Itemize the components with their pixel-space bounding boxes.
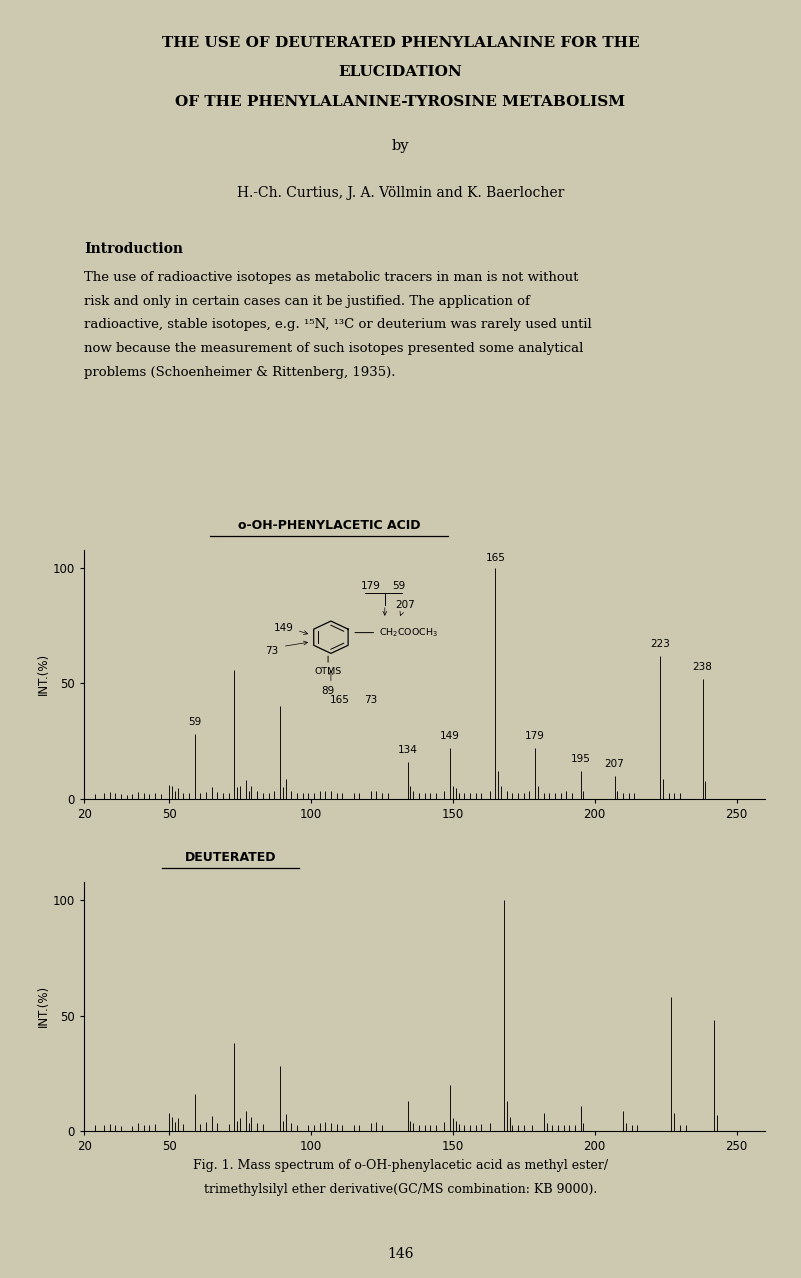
Text: Introduction: Introduction (84, 242, 183, 256)
Text: 89: 89 (321, 686, 335, 695)
Text: OF THE PHENYLALANINE-TYROSINE METABOLISM: OF THE PHENYLALANINE-TYROSINE METABOLISM (175, 95, 626, 109)
Text: problems (Schoenheimer & Rittenberg, 1935).: problems (Schoenheimer & Rittenberg, 193… (84, 366, 396, 378)
Text: trimethylsilyl ether derivative(GC/MS combination: KB 9000).: trimethylsilyl ether derivative(GC/MS co… (204, 1183, 597, 1196)
Text: 179: 179 (360, 581, 380, 590)
Text: 207: 207 (605, 759, 625, 769)
Text: 146: 146 (387, 1247, 414, 1261)
Text: 59: 59 (392, 581, 405, 590)
Text: H.-Ch. Curtius, J. A. Völlmin and K. Baerlocher: H.-Ch. Curtius, J. A. Völlmin and K. Bae… (237, 185, 564, 199)
Text: 149: 149 (274, 622, 294, 633)
Text: 223: 223 (650, 639, 670, 649)
Text: Fig. 1. Mass spectrum of o-OH-phenylacetic acid as methyl ester/: Fig. 1. Mass spectrum of o-OH-phenylacet… (193, 1159, 608, 1172)
Text: 149: 149 (440, 731, 460, 741)
Text: 134: 134 (397, 745, 417, 755)
Text: o-OH-PHENYLACETIC ACID: o-OH-PHENYLACETIC ACID (238, 519, 421, 532)
Text: ELUCIDATION: ELUCIDATION (339, 65, 462, 79)
Text: 238: 238 (693, 662, 712, 672)
Text: CH$_2$COOCH$_3$: CH$_2$COOCH$_3$ (379, 626, 439, 639)
Text: THE USE OF DEUTERATED PHENYLALANINE FOR THE: THE USE OF DEUTERATED PHENYLALANINE FOR … (162, 36, 639, 50)
Text: OTMS: OTMS (315, 667, 342, 676)
Text: now because the measurement of such isotopes presented some analytical: now because the measurement of such isot… (84, 343, 583, 355)
Text: 195: 195 (570, 754, 590, 764)
Text: 73: 73 (264, 647, 278, 656)
Text: radioactive, stable isotopes, e.g. ¹⁵N, ¹³C or deuterium was rarely used until: radioactive, stable isotopes, e.g. ¹⁵N, … (84, 318, 592, 331)
Text: 207: 207 (395, 599, 415, 610)
Text: 59: 59 (188, 717, 201, 727)
Text: 165: 165 (485, 553, 505, 564)
Text: 73: 73 (364, 695, 377, 705)
Text: by: by (392, 139, 409, 152)
Y-axis label: INT.(%): INT.(%) (37, 985, 50, 1028)
Text: The use of radioactive isotopes as metabolic tracers in man is not without: The use of radioactive isotopes as metab… (84, 271, 578, 284)
Text: risk and only in certain cases can it be justified. The application of: risk and only in certain cases can it be… (84, 295, 530, 308)
Text: DEUTERATED: DEUTERATED (185, 851, 276, 864)
Text: 165: 165 (329, 695, 349, 705)
Text: 179: 179 (525, 731, 545, 741)
Y-axis label: INT.(%): INT.(%) (37, 653, 50, 695)
